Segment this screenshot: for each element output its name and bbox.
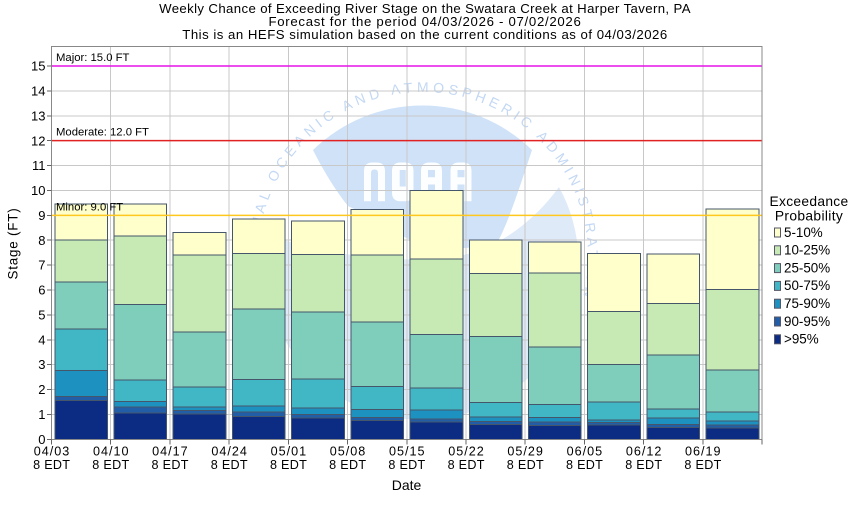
svg-text:06/19: 06/19 <box>685 444 722 458</box>
svg-text:8 EDT: 8 EDT <box>152 458 189 472</box>
svg-text:05/01: 05/01 <box>271 444 308 458</box>
svg-text:8 EDT: 8 EDT <box>270 458 307 472</box>
svg-text:8 EDT: 8 EDT <box>92 458 129 472</box>
svg-text:8 EDT: 8 EDT <box>684 458 721 472</box>
svg-text:05/22: 05/22 <box>448 444 485 458</box>
svg-text:8 EDT: 8 EDT <box>388 458 425 472</box>
svg-text:04/03: 04/03 <box>34 444 71 458</box>
svg-text:50-75%: 50-75% <box>784 278 830 293</box>
svg-text:9: 9 <box>38 208 45 223</box>
svg-text:5-10%: 5-10% <box>784 225 823 240</box>
svg-text:14: 14 <box>31 83 45 98</box>
svg-text:Moderate: 12.0 FT: Moderate: 12.0 FT <box>56 127 149 139</box>
svg-text:2: 2 <box>38 382 45 397</box>
svg-text:7: 7 <box>38 258 45 273</box>
svg-text:10: 10 <box>31 183 45 198</box>
svg-text:13: 13 <box>31 108 45 123</box>
svg-text:Exceedance: Exceedance <box>770 194 849 209</box>
svg-text:8 EDT: 8 EDT <box>33 458 70 472</box>
svg-text:8 EDT: 8 EDT <box>448 458 485 472</box>
svg-text:This is an HEFS simulation bas: This is an HEFS simulation based on the … <box>182 27 667 42</box>
svg-text:6: 6 <box>38 283 45 298</box>
svg-text:3: 3 <box>38 357 45 372</box>
svg-text:8 EDT: 8 EDT <box>329 458 366 472</box>
svg-text:05/15: 05/15 <box>389 444 426 458</box>
svg-text:Major: 15.0 FT: Major: 15.0 FT <box>56 52 130 64</box>
svg-text:Stage (FT): Stage (FT) <box>6 208 21 280</box>
svg-text:04/24: 04/24 <box>211 444 248 458</box>
svg-text:8 EDT: 8 EDT <box>566 458 603 472</box>
svg-text:06/05: 06/05 <box>567 444 604 458</box>
svg-text:5: 5 <box>38 307 45 322</box>
svg-text:10-25%: 10-25% <box>784 243 830 258</box>
svg-text:04/10: 04/10 <box>93 444 130 458</box>
svg-text:8 EDT: 8 EDT <box>211 458 248 472</box>
svg-text:15: 15 <box>31 59 45 74</box>
svg-text:Weekly Chance of Exceeding Riv: Weekly Chance of Exceeding River Stage o… <box>159 1 691 16</box>
svg-text:8: 8 <box>38 233 45 248</box>
svg-text:8 EDT: 8 EDT <box>507 458 544 472</box>
svg-text:06/12: 06/12 <box>626 444 663 458</box>
svg-text:12: 12 <box>31 133 45 148</box>
svg-text:05/29: 05/29 <box>507 444 544 458</box>
svg-text:>95%: >95% <box>784 332 819 347</box>
svg-text:90-95%: 90-95% <box>784 314 830 329</box>
svg-text:4: 4 <box>38 332 45 347</box>
svg-text:8 EDT: 8 EDT <box>625 458 662 472</box>
svg-text:0: 0 <box>38 432 45 447</box>
svg-text:Probability: Probability <box>775 209 843 224</box>
svg-text:04/17: 04/17 <box>152 444 189 458</box>
svg-text:25-50%: 25-50% <box>784 260 830 275</box>
svg-text:Minor: 9.0 FT: Minor: 9.0 FT <box>56 201 123 213</box>
svg-text:1: 1 <box>38 407 45 422</box>
svg-text:75-90%: 75-90% <box>784 296 830 311</box>
svg-text:Forecast for the period 04/03/: Forecast for the period 04/03/2026 - 07/… <box>269 14 582 29</box>
svg-text:Date: Date <box>392 477 422 493</box>
svg-text:11: 11 <box>32 158 46 173</box>
svg-text:05/08: 05/08 <box>330 444 367 458</box>
